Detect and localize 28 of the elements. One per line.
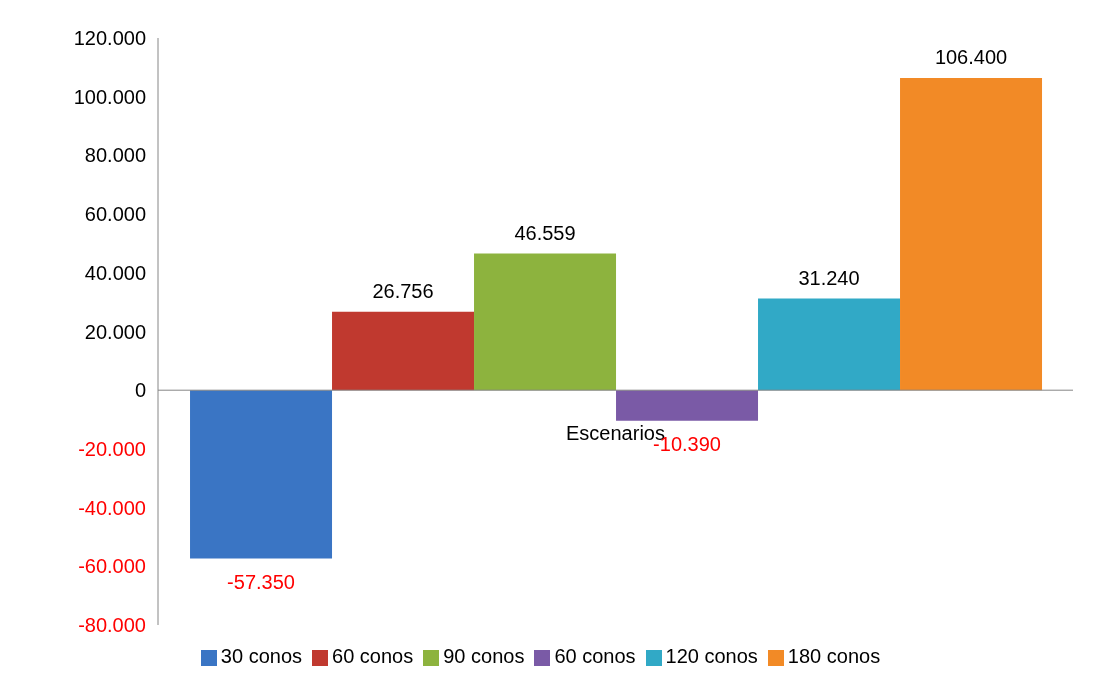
legend-label: 120 conos [665,645,758,667]
y-tick-label: 80.000 [84,144,146,167]
y-tick-label: -20.000 [78,437,146,460]
legend-label: 180 conos [787,645,881,667]
legend-label: 60 conos [332,645,414,667]
bar [616,390,759,421]
y-tick-label: 100.000 [73,85,146,108]
bar [190,390,333,559]
bar [900,77,1043,391]
y-tick-label: 20.000 [84,320,146,343]
bar [332,311,475,391]
bar [474,253,617,391]
y-tick-label: -40.000 [78,496,146,519]
legend-label: 30 conos [220,645,303,667]
data-label: 106.400 [934,45,1008,68]
y-tick-label: 60.000 [84,203,146,226]
legend-label: 60 conos [554,645,636,667]
y-tick-label: -60.000 [78,555,146,578]
data-label: 31.240 [798,266,860,289]
y-tick-label: 40.000 [84,261,146,284]
legend-label: 90 conos [443,645,525,667]
data-label: -57.350 [227,570,295,593]
y-tick-label: 120.000 [73,27,146,49]
data-label: 26.756 [372,279,434,302]
data-label: 46.559 [514,221,576,244]
y-tick-label: 0 [134,379,146,402]
y-tick-label: -80.000 [78,614,146,636]
bar [758,298,901,391]
